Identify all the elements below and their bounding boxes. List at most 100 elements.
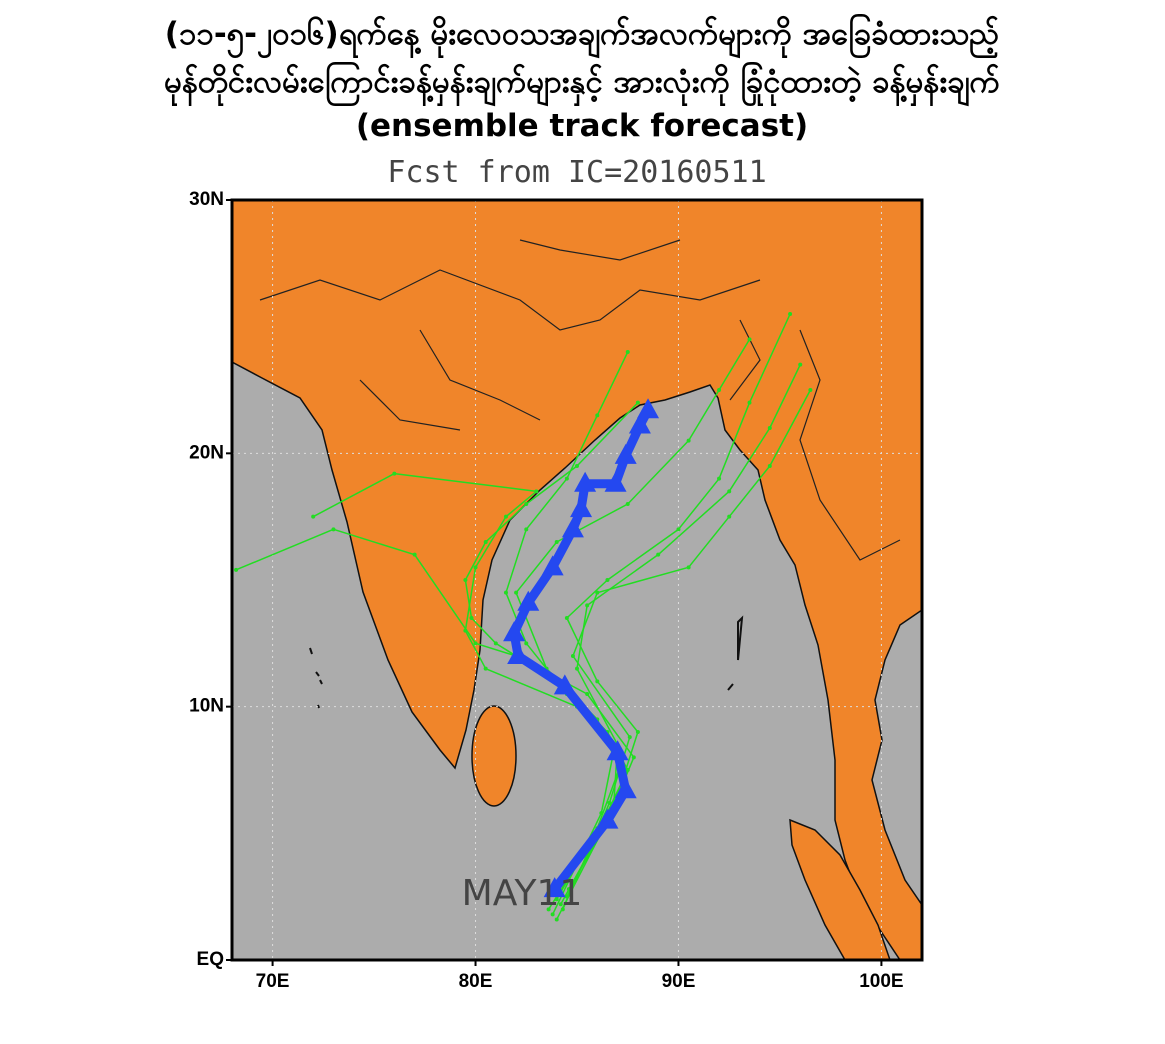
track-point <box>503 514 508 519</box>
track-point <box>463 628 468 633</box>
track-point <box>798 362 803 367</box>
track-point <box>605 578 610 582</box>
annotation: MAY11 <box>462 873 583 914</box>
track-point <box>566 887 571 892</box>
y-tick-label: EQ <box>197 949 224 970</box>
track-point <box>546 907 551 912</box>
track-point <box>564 476 569 481</box>
track-point <box>767 426 772 430</box>
track-point <box>575 464 579 468</box>
track-point <box>412 552 417 557</box>
track-point <box>564 616 569 620</box>
track-point <box>717 388 722 392</box>
track-point <box>627 735 632 740</box>
x-tick-label: 100E <box>859 971 903 992</box>
track-marker <box>574 471 597 492</box>
track-point <box>808 388 813 392</box>
track-point <box>767 464 772 468</box>
title-line: မုန်တိုင်းလမ်းကြောင်းခန့်မှန်းချက်များနှ… <box>164 62 1000 107</box>
track-point <box>473 565 478 570</box>
sumatra <box>789 818 891 960</box>
track-point <box>747 337 752 342</box>
track-marker <box>543 877 566 898</box>
track-point <box>676 527 681 532</box>
track-marker <box>614 443 637 464</box>
member-track <box>505 351 629 915</box>
track-marker <box>570 497 593 518</box>
track-point <box>625 350 630 354</box>
y-tick-label: 30N <box>189 189 224 210</box>
track-point <box>747 400 752 405</box>
track-point <box>686 565 691 570</box>
frame <box>230 198 924 962</box>
land <box>232 200 922 960</box>
track-point <box>727 489 732 494</box>
track-point <box>331 527 336 532</box>
subtitle: Fcst from IC=20160511 <box>387 155 766 190</box>
track-point <box>234 567 239 572</box>
sri-lanka <box>471 705 517 807</box>
track-point <box>575 666 579 671</box>
track-point <box>717 476 722 481</box>
track-point <box>595 413 600 418</box>
track-point <box>788 312 793 316</box>
title-line: (ensemble track forecast) <box>356 108 808 144</box>
track-point <box>625 502 630 506</box>
track-point <box>550 912 555 917</box>
track-point <box>503 590 508 595</box>
track-point <box>607 800 612 805</box>
x-tick-label: 70E <box>256 971 290 992</box>
islands <box>727 615 744 691</box>
x-tick-label: 90E <box>662 971 696 992</box>
track-point <box>524 502 529 506</box>
track-point <box>534 489 539 494</box>
track-marker <box>614 778 637 799</box>
track-point <box>524 641 529 646</box>
x-tick-label: 80E <box>459 971 493 992</box>
track-point <box>554 897 559 902</box>
member-track <box>566 313 791 898</box>
islands <box>309 647 323 709</box>
track-point <box>727 514 732 519</box>
track-marker <box>503 621 526 642</box>
track-marker <box>637 398 660 419</box>
track-point <box>631 755 636 760</box>
title-line: (၁၁-၅-၂၀၁၆)ရက်နေ့ မိုးလေဝသအချက်အလက်များက… <box>165 14 999 59</box>
track-point <box>554 540 559 544</box>
track-point <box>570 654 575 658</box>
track-point <box>493 641 498 646</box>
map-area <box>232 200 922 960</box>
track-marker <box>561 517 584 538</box>
track-point <box>635 400 640 405</box>
track-point <box>483 666 488 671</box>
track-marker <box>628 413 651 434</box>
track-marker <box>541 555 564 576</box>
track-marker <box>606 740 629 761</box>
track-point <box>524 527 529 532</box>
track-marker <box>596 808 619 829</box>
track-point <box>514 590 519 595</box>
track-point <box>595 590 600 595</box>
track-point <box>469 616 474 620</box>
track-point <box>554 917 559 922</box>
track-point <box>560 907 565 912</box>
track-marker <box>507 644 530 664</box>
track-point <box>473 641 478 646</box>
track-marker <box>553 674 576 695</box>
track-point <box>686 438 691 443</box>
track-point <box>463 578 468 582</box>
track-marker <box>604 471 627 492</box>
borders <box>259 239 901 561</box>
track-point <box>311 514 316 519</box>
track-point <box>656 552 661 557</box>
track-marker <box>517 590 540 611</box>
track-point <box>595 679 600 684</box>
track-point <box>558 902 563 907</box>
track-point <box>392 471 397 476</box>
track-point <box>585 692 590 696</box>
tracks <box>232 200 922 960</box>
track-point <box>635 730 640 734</box>
y-tick-label: 20N <box>189 442 224 463</box>
track-point <box>483 540 488 544</box>
